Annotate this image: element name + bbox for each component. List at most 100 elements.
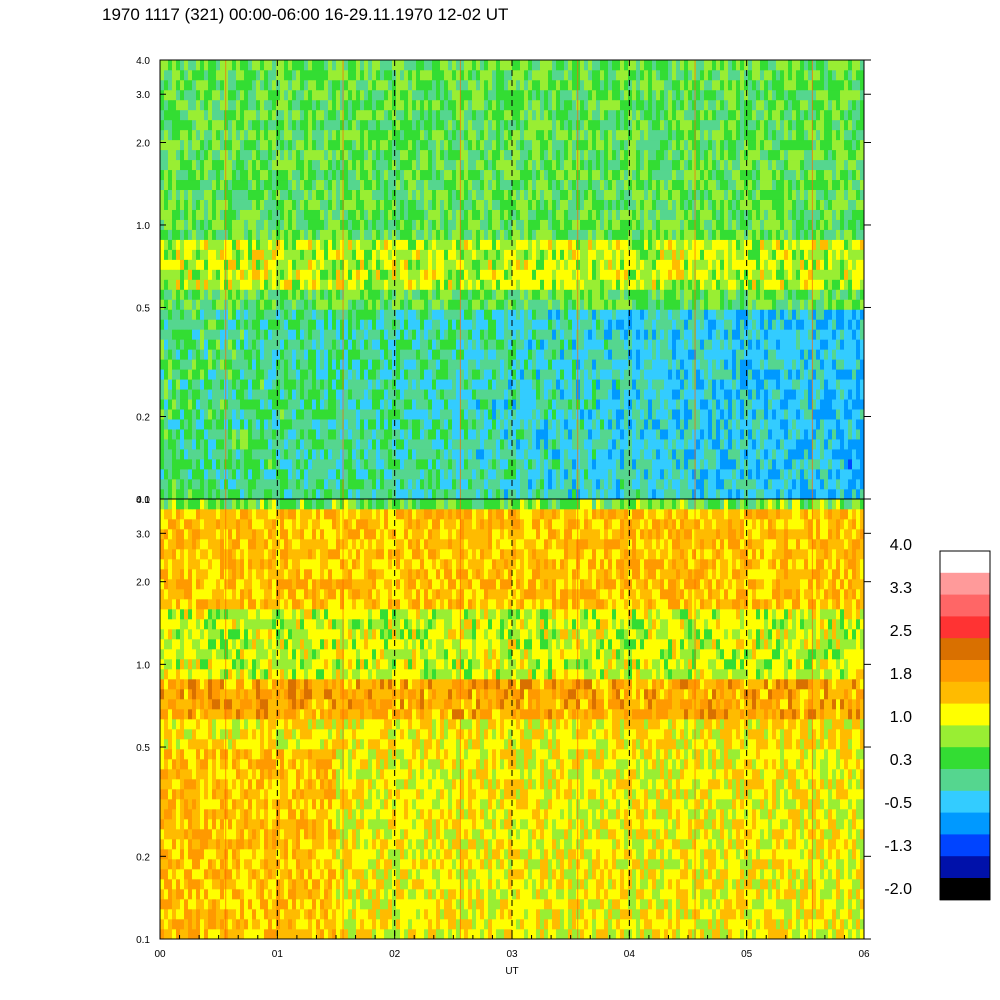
heatmap-cell	[244, 299, 249, 310]
heatmap-cell	[744, 339, 749, 350]
heatmap-cell	[532, 299, 537, 310]
heatmap-cell	[860, 319, 864, 330]
heatmap-cell	[316, 219, 321, 230]
heatmap-cell	[472, 319, 477, 330]
heatmap-cell	[848, 479, 853, 490]
heatmap-cell	[652, 409, 657, 420]
heatmap-cell	[716, 249, 721, 260]
heatmap-cell	[192, 269, 197, 280]
heatmap-cell	[608, 249, 613, 260]
heatmap-cell	[172, 469, 177, 480]
heatmap-cell	[328, 299, 333, 310]
heatmap-cell	[848, 319, 853, 330]
heatmap-cell	[352, 319, 357, 330]
heatmap-cell	[788, 489, 793, 499]
heatmap-cell	[196, 379, 201, 390]
heatmap-cell	[216, 449, 221, 460]
heatmap-cell	[460, 319, 465, 330]
heatmap-cell	[220, 219, 225, 230]
heatmap-cell	[240, 319, 245, 330]
heatmap-cell	[280, 489, 285, 499]
heatmap-cell	[800, 469, 805, 480]
heatmap-cell	[216, 369, 221, 380]
heatmap-cell	[516, 399, 521, 410]
heatmap-cell	[556, 359, 561, 370]
heatmap-cell	[280, 339, 285, 350]
heatmap-cell	[340, 379, 345, 390]
heatmap-cell	[852, 299, 857, 310]
heatmap-cell	[608, 489, 613, 499]
heatmap-cell	[468, 239, 473, 250]
heatmap-cell	[672, 289, 677, 300]
heatmap-cell	[860, 249, 864, 260]
heatmap-cell	[432, 409, 437, 420]
heatmap-cell	[324, 449, 329, 460]
heatmap-cell	[300, 369, 305, 380]
heatmap-cell	[816, 269, 821, 280]
heatmap-cell	[664, 299, 669, 310]
heatmap-cell	[284, 459, 289, 470]
heatmap-cell	[324, 299, 329, 310]
heatmap-cell	[648, 369, 653, 380]
heatmap-cell	[192, 459, 197, 470]
heatmap-cell	[196, 249, 201, 260]
heatmap-cell	[300, 229, 305, 240]
heatmap-cell	[712, 229, 717, 240]
heatmap-cell	[200, 259, 205, 270]
heatmap-cell	[496, 359, 501, 370]
heatmap-cell	[760, 429, 765, 440]
heatmap-cell	[180, 319, 185, 330]
heatmap-cell	[860, 309, 864, 320]
heatmap-cell	[796, 489, 801, 499]
heatmap-cell	[180, 479, 185, 490]
heatmap-cell	[324, 279, 329, 290]
heatmap-cell	[508, 449, 513, 460]
heatmap-cell	[444, 419, 449, 430]
heatmap-cell	[284, 379, 289, 390]
heatmap-cell	[164, 339, 169, 350]
heatmap-cell	[804, 329, 809, 340]
heatmap-cell	[532, 389, 537, 400]
heatmap-cell	[740, 459, 745, 470]
heatmap-cell	[212, 479, 217, 490]
heatmap-cell	[752, 309, 757, 320]
heatmap-cell	[584, 349, 589, 360]
heatmap-cell	[552, 379, 557, 390]
heatmap-cell	[408, 489, 413, 499]
heatmap-cell	[836, 369, 841, 380]
heatmap-cell	[704, 449, 709, 460]
heatmap-cell	[468, 309, 473, 320]
heatmap-cell	[788, 479, 793, 490]
heatmap-cell	[168, 369, 173, 380]
heatmap-cell	[188, 219, 193, 230]
heatmap-cell	[404, 459, 409, 470]
heatmap-cell	[816, 229, 821, 240]
heatmap-cell	[412, 329, 417, 340]
heatmap-cell	[596, 369, 601, 380]
heatmap-cell	[728, 279, 733, 290]
heatmap-cell	[200, 309, 205, 320]
heatmap-cell	[188, 479, 193, 490]
heatmap-cell	[788, 369, 793, 380]
heatmap-cell	[364, 269, 369, 280]
heatmap-cell	[652, 359, 657, 370]
heatmap-cell	[324, 369, 329, 380]
heatmap-cell	[608, 369, 613, 380]
heatmap-cell	[304, 319, 309, 330]
heatmap-cell	[640, 409, 645, 420]
heatmap-cell	[400, 359, 405, 370]
heatmap-cell	[632, 429, 637, 440]
heatmap-cell	[792, 289, 797, 300]
heatmap-cell	[716, 419, 721, 430]
heatmap-cell	[648, 249, 653, 260]
heatmap-cell	[344, 389, 349, 400]
heatmap-cell	[804, 349, 809, 360]
heatmap-cell	[280, 279, 285, 290]
heatmap-cell	[860, 289, 864, 300]
heatmap-cell	[408, 309, 413, 320]
heatmap-cell	[788, 429, 793, 440]
heatmap-cell	[816, 339, 821, 350]
heatmap-cell	[824, 429, 829, 440]
heatmap-cell	[712, 479, 717, 490]
heatmap-cell	[696, 239, 701, 250]
